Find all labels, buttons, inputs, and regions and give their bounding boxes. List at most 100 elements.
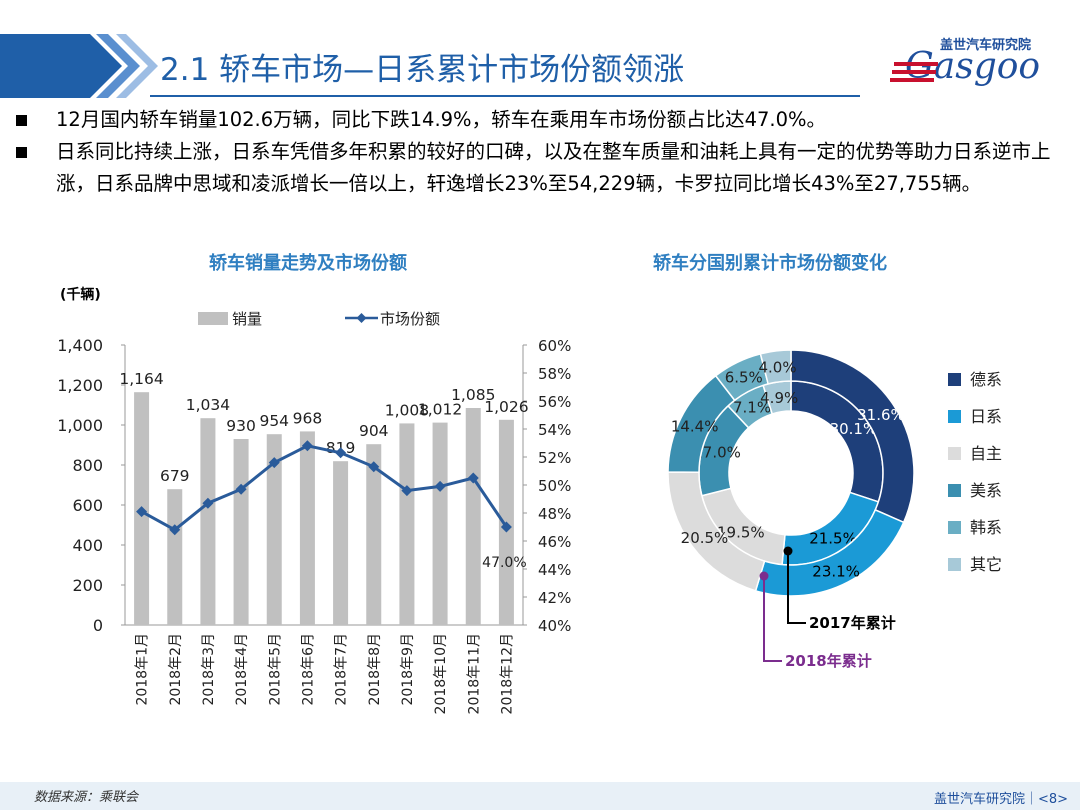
legend-label: 其它 <box>970 555 1002 574</box>
source-note: 数据来源：乘联会 <box>34 790 139 805</box>
bullet-item: 日系同比持续上涨，日系车凭借多年积累的较好的口碑，以及在整车质量和油耗上具有一定… <box>14 136 1074 200</box>
slice-value-label: 20.5% <box>681 529 729 547</box>
share-point <box>235 483 247 495</box>
legend-swatch <box>948 447 961 460</box>
slice-value-label: 31.6% <box>857 406 905 424</box>
bullet-text: 日系同比持续上涨，日系车凭借多年积累的较好的口碑，以及在整车质量和油耗上具有一定… <box>56 140 1051 195</box>
x-tick-label: 2018年3月 <box>201 633 217 706</box>
slice-value-label: 4.0% <box>758 358 796 376</box>
y-right-tick-label: 58% <box>538 365 571 383</box>
sales-share-chart: (千辆) 销量 市场份额 0 200 400 600 800 1,000 1,200 1,400 40… <box>57 286 571 714</box>
share-point <box>202 497 214 509</box>
annotation-2017-label: 2017年累计 <box>809 614 896 632</box>
bar-value-label: 1,026 <box>484 398 528 416</box>
y-left-tick-label: 0 <box>93 616 103 635</box>
legend-line-label: 市场份额 <box>380 310 440 328</box>
annotation-2018-leader <box>763 576 782 662</box>
y-left-tick-label: 400 <box>72 536 103 555</box>
legend-swatch <box>948 410 961 423</box>
share-point <box>335 447 347 459</box>
share-point <box>368 461 380 473</box>
share-point <box>301 440 313 452</box>
logo-stripes-icon <box>890 62 938 82</box>
logo-cn-text: 盖世汽车研究院 <box>940 38 1032 53</box>
annotation-2017-leader <box>787 551 806 624</box>
bar-value-label: 968 <box>293 409 323 427</box>
share-point <box>136 506 148 518</box>
legend-line-marker <box>356 313 367 323</box>
slice-value-label: 17.0% <box>693 443 741 461</box>
slice-value-label: 21.5% <box>809 530 857 548</box>
x-tick-label: 2018年9月 <box>400 633 416 706</box>
bar-value-label: 1,034 <box>186 396 230 414</box>
x-tick-label: 2018年10月 <box>433 633 449 714</box>
legend-swatch <box>948 373 961 386</box>
legend-label: 韩系 <box>970 518 1002 537</box>
header-banner <box>0 34 860 98</box>
y-left-tick-label: 1,000 <box>57 416 103 435</box>
bar <box>333 461 349 625</box>
bar-value-label: 1,085 <box>451 386 495 404</box>
share-line <box>140 444 508 532</box>
page-number: 盖世汽车研究院｜<8> <box>933 792 1068 807</box>
bar-value-label: 1,012 <box>418 401 462 419</box>
bar <box>233 439 249 625</box>
y-right-tick-label: 50% <box>538 477 571 495</box>
page-title: 2.1 轿车市场—日系累计市场份额领涨 <box>160 52 685 88</box>
x-tick-label: 2018年8月 <box>367 633 383 706</box>
donut-chart-title: 轿车分国别累计市场份额变化 <box>653 253 887 274</box>
bar <box>200 418 216 625</box>
share-point <box>401 485 413 497</box>
y-right-tick-label: 44% <box>538 561 571 579</box>
y-right-tick-label: 40% <box>538 617 571 635</box>
y-left-tick-label: 600 <box>72 496 103 515</box>
x-tick-label: 2018年6月 <box>300 633 316 706</box>
slice-value-label: 30.1% <box>830 420 878 438</box>
legend-swatch <box>948 484 961 497</box>
bullet-list: 12月国内轿车销量102.6万辆，同比下跌14.9%，轿车在乘用车市场份额占比达… <box>14 104 1074 200</box>
slice-value-label: 23.1% <box>812 563 860 581</box>
bar-value-label: 904 <box>359 422 389 440</box>
bar-value-label: 1,008 <box>385 401 429 419</box>
slice-value-label: 7.1% <box>733 399 771 417</box>
country-share-donut-chart: 30.1% 21.5% 19.5% 17.0% 7.1%4.9% 31.6% 23.1% 20… <box>667 349 1002 670</box>
bar-chart-title: 轿车销量走势及市场份额 <box>209 253 407 274</box>
bar <box>465 408 481 625</box>
y-right-tick-label: 46% <box>538 533 571 551</box>
bar-value-label: 679 <box>160 467 190 485</box>
legend-swatch <box>948 558 961 571</box>
x-tick-label: 2018年11月 <box>466 633 482 714</box>
y-left-tick-label: 1,400 <box>57 336 103 355</box>
legend-label: 德系 <box>970 370 1002 389</box>
slice-value-label: 6.5% <box>725 368 763 386</box>
bar-value-label: 1,164 <box>119 370 163 388</box>
footer-bar <box>0 782 1080 810</box>
y-right-tick-label: 56% <box>538 393 571 411</box>
x-tick-label: 2018年7月 <box>334 633 350 706</box>
bar <box>266 434 282 625</box>
legend-label: 自主 <box>970 444 1002 463</box>
line-value-label: 47.0% <box>482 555 526 571</box>
y-right-tick-label: 42% <box>538 589 571 607</box>
bullet-square-icon <box>16 115 27 126</box>
bar <box>167 489 183 625</box>
share-point <box>268 457 280 469</box>
bar <box>432 422 448 625</box>
y-left-tick-label: 1,200 <box>57 376 103 395</box>
legend-bar-swatch <box>198 312 228 325</box>
bar-value-label: 930 <box>226 417 256 435</box>
bullet-item: 12月国内轿车销量102.6万辆，同比下跌14.9%，轿车在乘用车市场份额占比达… <box>14 104 1074 136</box>
slice-value-label: 4.9% <box>760 389 798 407</box>
bar <box>299 431 315 625</box>
y-left-tick-label: 800 <box>72 456 103 475</box>
bar <box>399 423 415 625</box>
legend-swatch <box>948 521 961 534</box>
x-tick-label: 2018年1月 <box>135 633 151 706</box>
y-right-tick-label: 60% <box>538 337 571 355</box>
share-point <box>169 524 181 536</box>
share-point <box>467 472 479 484</box>
x-tick-label: 2018年4月 <box>234 633 250 706</box>
share-point <box>434 480 446 492</box>
y-unit-label: (千辆) <box>60 286 101 303</box>
bar <box>366 444 382 625</box>
